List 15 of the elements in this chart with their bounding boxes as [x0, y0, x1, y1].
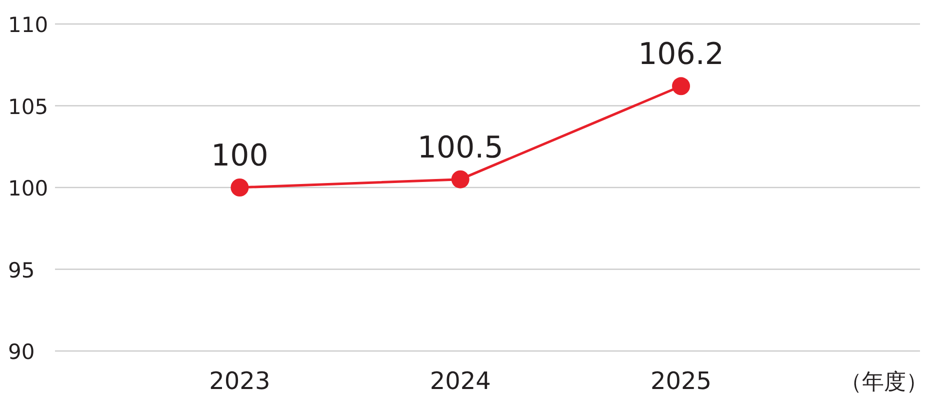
y-tick-label: 95: [8, 258, 35, 282]
data-label: 106.2: [638, 37, 724, 72]
data-label: 100: [211, 138, 268, 174]
x-tick-label: 2025: [650, 367, 712, 395]
data-label: 100.5: [417, 130, 504, 166]
y-tick-label: 105: [8, 94, 48, 119]
y-tick-label: 100: [8, 176, 48, 200]
x-tick-label: 2023: [209, 367, 270, 395]
y-tick-label: 90: [8, 340, 35, 364]
point: [451, 170, 470, 188]
x-axis-title: （年度）: [840, 370, 928, 395]
point: [230, 178, 249, 196]
point: [672, 77, 690, 96]
y-tick-label: 110: [8, 13, 48, 37]
x-tick-label: 2024: [430, 367, 491, 395]
